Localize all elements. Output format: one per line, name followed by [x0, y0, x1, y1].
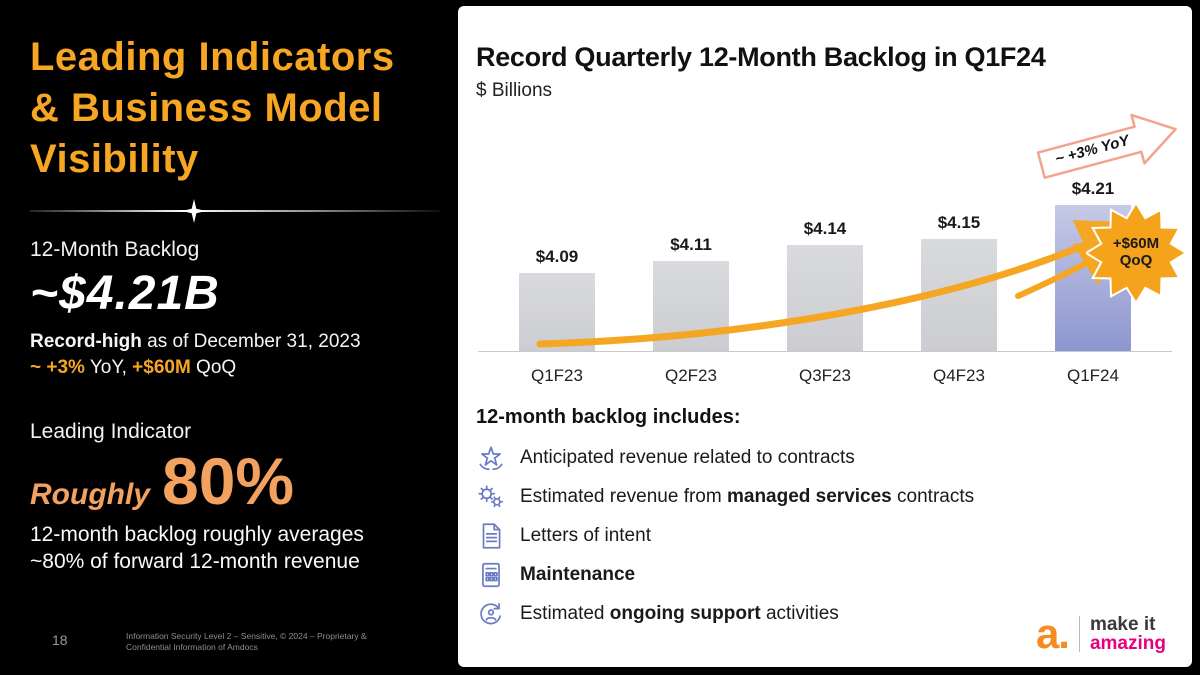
tagline-line1: make it [1089, 614, 1156, 635]
calculator-document-icon [476, 560, 506, 590]
list-item-text: Estimated ongoing support activities [520, 602, 839, 624]
content-card: Record Quarterly 12-Month Backlog in Q1F… [458, 6, 1192, 667]
x-axis-tick-label: Q2F23 [665, 366, 717, 385]
bar [921, 239, 997, 351]
list-item: Estimated ongoing support activities [476, 594, 1076, 633]
slide-title-line1: Leading Indicators [30, 35, 395, 79]
support-icon [476, 599, 506, 629]
x-axis-tick-label: Q3F23 [799, 366, 851, 385]
brand-tagline: make it amazing [1090, 615, 1166, 653]
bar-value-label: $4.15 [937, 213, 981, 232]
list-item-text: Estimated revenue from managed services … [520, 485, 975, 507]
tagline-line2: amazing [1089, 633, 1166, 654]
slide-title: Leading Indicators & Business Model Visi… [30, 32, 395, 186]
category-axis: Q1F23 Q2F23 Q3F23 Q4F23 Q1F24 [490, 366, 1160, 386]
x-axis-line [478, 351, 1172, 352]
x-axis-tick-label: Q4F23 [933, 366, 985, 385]
record-high-bold: Record-high [30, 331, 142, 352]
star-award-icon [476, 443, 506, 473]
roughly-word: Roughly [30, 478, 150, 511]
x-axis-tick-label: Q1F23 [531, 366, 583, 385]
page-number: 18 [52, 632, 68, 648]
record-high-line: Record-high as of December 31, 2023 [30, 331, 361, 353]
gears-icon [476, 482, 506, 512]
list-item: Maintenance [476, 555, 1076, 594]
roughly-80-row: Roughly 80% [30, 444, 385, 518]
leading-indicator-description: 12-month backlog roughly averages ~80% o… [30, 522, 364, 573]
backlog-block: 12-Month Backlog ~$4.21B Record-high as … [30, 238, 361, 379]
starburst-icon [1084, 201, 1188, 305]
document-icon [476, 521, 506, 551]
bar [787, 245, 863, 351]
record-high-rest: as of December 31, 2023 [141, 331, 361, 352]
bar-value-label: $4.11 [670, 235, 712, 254]
list-item-text: Anticipated revenue related to contracts [520, 446, 855, 468]
list-item: Letters of intent [476, 516, 1076, 555]
leading-indicator-block: Leading Indicator Roughly 80% 12-month b… [30, 420, 385, 575]
footer-confidentiality: Information Security Level 2 – Sensitive… [126, 631, 367, 653]
bar-column: $4.14 [758, 219, 892, 351]
list-item-text: Maintenance [520, 563, 636, 585]
yoy-callout: ~ +3% YoY [1031, 100, 1187, 194]
list-item: Estimated revenue from managed services … [476, 477, 1076, 516]
slide-title-line3: Visibility [30, 137, 199, 182]
qoq-badge-line1: +$60M [1112, 235, 1160, 252]
amdocs-logo: a. make it amazing [1036, 613, 1166, 655]
chart-title: Record Quarterly 12-Month Backlog in Q1F… [476, 42, 1046, 72]
bar-column: $4.09 [490, 247, 624, 351]
arrow-shape-icon [1036, 113, 1177, 179]
yoy-label: YoY, [84, 357, 133, 378]
amdocs-logo-mark: a. [1035, 610, 1070, 657]
includes-list: Anticipated revenue related to contracts… [476, 438, 1076, 633]
list-item-text: Letters of intent [520, 524, 651, 546]
left-panel: Leading Indicators & Business Model Visi… [0, 0, 458, 675]
title-underline [30, 199, 440, 223]
sparkle-icon [182, 199, 206, 223]
leading-indicator-label: Leading Indicator [30, 420, 192, 443]
bar-value-label: $4.14 [803, 219, 847, 238]
yoy-value: ~ +3% [30, 357, 85, 378]
qoq-badge: +$60M QoQ [1084, 201, 1188, 305]
bar [653, 261, 729, 351]
yoy-qoq-line: ~ +3% YoY, +$60M QoQ [30, 357, 361, 379]
qoq-badge-line2: QoQ [1119, 252, 1153, 270]
backlog-value: ~$4.21B [30, 267, 220, 320]
qoq-badge-text: +$60M QoQ [1086, 235, 1186, 270]
bar-value-label: $4.09 [535, 247, 579, 266]
chart-units-label: $ Billions [476, 80, 553, 101]
x-axis-tick-label: Q1F24 [1067, 366, 1119, 385]
bar-value-label: $4.21 [1071, 179, 1115, 198]
backlog-label: 12-Month Backlog [30, 238, 200, 261]
bar [519, 273, 595, 351]
bar-column: $4.11 [624, 235, 758, 351]
roughly-value: 80% [162, 444, 295, 518]
list-item: Anticipated revenue related to contracts [476, 438, 1076, 477]
qoq-label: QoQ [190, 357, 237, 378]
qoq-value: +$60M [132, 357, 191, 378]
logo-divider [1078, 616, 1080, 652]
slide-title-line2: & Business Model [30, 86, 383, 131]
bar-column: $4.15 [892, 213, 1026, 351]
includes-heading: 12-month backlog includes: [476, 406, 741, 428]
